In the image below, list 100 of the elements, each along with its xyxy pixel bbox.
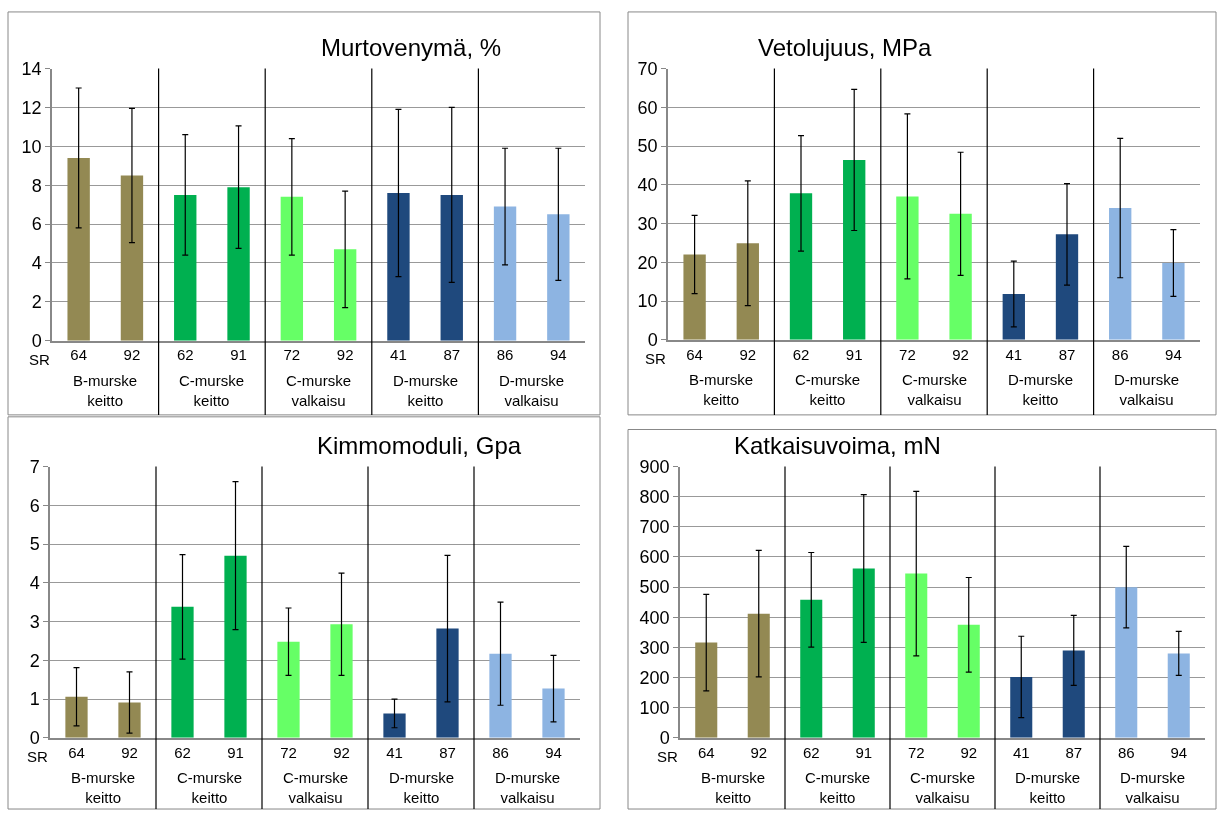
bar <box>683 254 706 340</box>
y-tick-label: 20 <box>637 252 658 273</box>
text: B-murske keitto <box>71 769 136 806</box>
x-tick-label: 92 <box>121 743 138 761</box>
x-tick-label: 87 <box>439 743 456 761</box>
bar <box>280 196 304 341</box>
bar <box>383 713 406 738</box>
text: B-murske keitto <box>701 769 766 806</box>
y-tick-label: 900 <box>639 456 670 477</box>
text: SR <box>645 350 666 367</box>
text: D-murske valkaisu <box>495 769 561 806</box>
x-tick-label: 91 <box>845 345 863 363</box>
y-tick-label: 70 <box>637 58 658 79</box>
x-tick-label: 86 <box>496 346 514 364</box>
bar <box>67 157 90 341</box>
y-tick-label: 10 <box>637 291 658 312</box>
x-tick-label: 72 <box>899 345 916 363</box>
x-tick-label: 64 <box>686 345 703 363</box>
bar <box>957 624 980 738</box>
text: C-murske keitto <box>805 769 871 806</box>
x-tick-label: 41 <box>390 346 407 364</box>
text: D-murske valkaisu <box>1114 371 1180 408</box>
x-tick-label: 94 <box>550 346 567 364</box>
x-tick-label: 72 <box>280 743 297 761</box>
x-tick-label: 92 <box>952 345 969 363</box>
bar <box>174 194 197 341</box>
text: D-murske keitto <box>1015 769 1081 806</box>
bar <box>387 192 410 341</box>
bar <box>789 193 813 340</box>
x-tick-label: 64 <box>68 743 85 761</box>
bar <box>542 688 565 738</box>
x-tick-label: 62 <box>802 743 820 761</box>
bar <box>120 175 144 341</box>
bar <box>1115 587 1138 738</box>
x-tick-label: 87 <box>443 346 461 364</box>
x-tick-label: 86 <box>1111 345 1129 363</box>
y-tick-label: 800 <box>639 487 670 508</box>
x-tick-label: 86 <box>1117 743 1135 761</box>
y-tick-label: 30 <box>637 213 658 234</box>
chart-title: Katkaisuvoima, mN <box>734 432 941 459</box>
y-tick-label: 700 <box>639 517 670 538</box>
y-tick-label: 4 <box>29 573 40 594</box>
bar <box>843 159 866 340</box>
y-tick-label: 400 <box>639 607 670 628</box>
y-tick-label: 5 <box>29 534 40 555</box>
bar <box>852 568 875 738</box>
x-tick-label: 62 <box>792 345 810 363</box>
y-tick-label: 50 <box>637 136 658 157</box>
bar <box>333 249 357 341</box>
x-tick-label: 41 <box>1012 743 1030 761</box>
y-tick-label: 0 <box>647 330 658 351</box>
x-tick-label: 94 <box>1165 345 1182 363</box>
text: D-murske keitto <box>1008 371 1074 408</box>
bar <box>1162 263 1185 340</box>
x-tick-label: 94 <box>545 743 562 761</box>
bar <box>118 702 141 738</box>
y-tick-label: 1 <box>29 689 40 710</box>
text: C-murske valkaisu <box>910 769 976 806</box>
text: SR <box>657 748 678 765</box>
x-tick-label: 94 <box>1170 743 1188 761</box>
text: C-murske keitto <box>177 769 243 806</box>
x-tick-label: 92 <box>960 743 978 761</box>
y-tick-label: 0 <box>659 728 670 749</box>
y-tick-label: 100 <box>639 697 670 718</box>
text: D-murske valkaisu <box>1120 769 1186 806</box>
bar <box>330 624 353 738</box>
y-tick-label: 60 <box>637 97 658 118</box>
y-tick-label: 3 <box>29 611 40 632</box>
text: D-murske keitto <box>393 372 459 409</box>
bar <box>277 641 300 738</box>
y-tick-label: 6 <box>31 214 42 235</box>
bar <box>436 628 459 738</box>
x-tick-label: 86 <box>492 743 509 761</box>
y-tick-label: 12 <box>21 97 42 118</box>
bar <box>224 555 247 738</box>
bar <box>1062 650 1085 738</box>
chart-title: Vetolujuus, MPa <box>758 34 933 61</box>
bar <box>1010 676 1033 738</box>
x-tick-label: 64 <box>697 743 715 761</box>
text: C-murske keitto <box>795 371 861 408</box>
x-tick-label: 62 <box>174 743 191 761</box>
y-tick-label: 7 <box>29 456 40 477</box>
bar <box>949 213 972 340</box>
bar <box>493 206 517 341</box>
x-tick-label: 91 <box>230 346 247 364</box>
text: C-murske valkaisu <box>902 371 968 408</box>
bar <box>1055 234 1079 340</box>
bar <box>440 194 463 341</box>
bar <box>736 243 759 340</box>
y-tick-label: 2 <box>31 292 42 313</box>
text: B-murske keitto <box>73 372 138 409</box>
text: D-murske keitto <box>389 769 455 806</box>
bar <box>489 653 512 738</box>
y-tick-label: 6 <box>29 495 40 516</box>
bar <box>905 573 928 738</box>
x-tick-label: 87 <box>1058 345 1076 363</box>
y-tick-label: 500 <box>639 577 670 598</box>
y-tick-label: 40 <box>637 175 658 196</box>
bar <box>695 642 718 738</box>
x-tick-label: 91 <box>855 743 873 761</box>
